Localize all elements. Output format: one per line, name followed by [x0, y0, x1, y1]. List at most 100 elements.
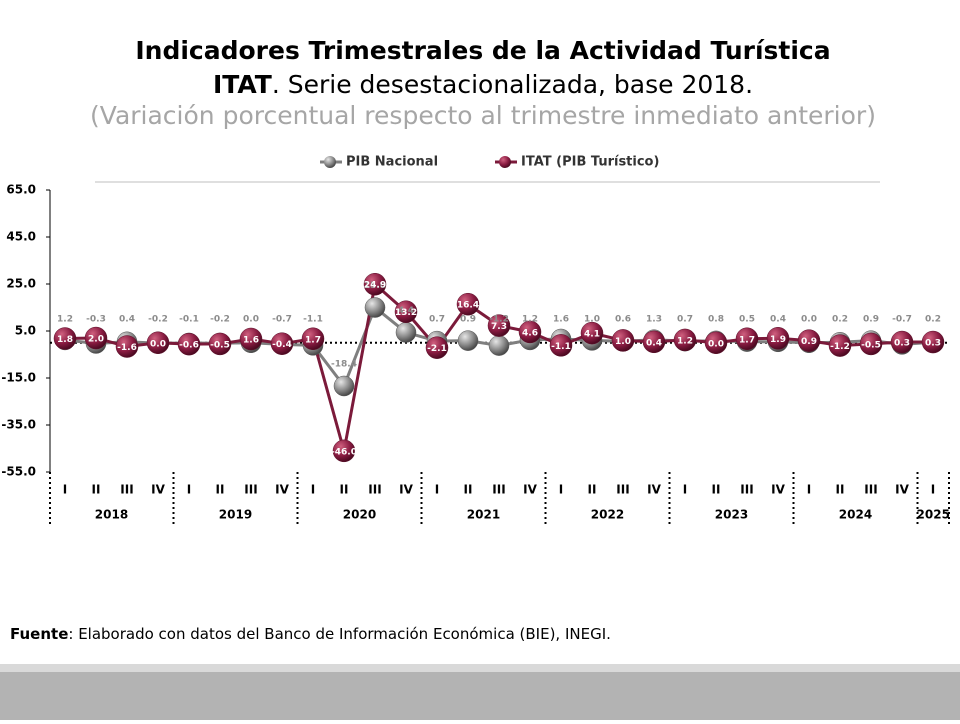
data-label: 0.0: [708, 339, 724, 349]
year-label: 2019: [219, 508, 252, 522]
legend-label: PIB Nacional: [346, 155, 438, 170]
y-tick-label: 45.0: [6, 230, 36, 244]
data-label: -0.4: [272, 340, 292, 350]
year-label: 2023: [715, 508, 748, 522]
data-label: -1.2: [830, 342, 850, 352]
data-label: -1.2: [489, 315, 509, 325]
point-marker: [53, 327, 77, 350]
chart-subtitle2: (Variación porcentual respecto al trimes…: [90, 101, 876, 130]
point-marker: [611, 329, 635, 352]
point-marker: [333, 375, 355, 397]
legend-marker: [499, 156, 511, 168]
data-label: 1.9: [770, 335, 786, 345]
data-label: 24.9: [364, 281, 386, 291]
data-label: -0.5: [210, 340, 230, 350]
source-text: : Elaborado con datos del Banco de Infor…: [68, 625, 611, 643]
x-tick-label: IV: [275, 483, 289, 497]
data-label: 0.9: [801, 337, 817, 347]
data-label: 4.6: [522, 328, 538, 338]
data-label: 0.8: [708, 315, 724, 325]
year-label: 2018: [95, 508, 128, 522]
year-label: 2025: [917, 508, 950, 522]
point-marker: [642, 330, 666, 354]
data-label: -1.1: [551, 342, 571, 352]
data-label: 1.2: [522, 315, 538, 325]
x-tick-label: IV: [647, 483, 661, 497]
data-label: 7.3: [491, 322, 507, 332]
x-tick-label: I: [683, 483, 687, 497]
data-label: 0.7: [677, 315, 693, 325]
point-marker: [487, 314, 511, 337]
year-label: 2020: [343, 508, 376, 522]
data-label: -0.1: [179, 315, 199, 325]
point-marker: [797, 329, 821, 352]
x-tick-label: II: [836, 483, 845, 497]
data-label: 1.2: [677, 336, 693, 346]
point-marker: [270, 332, 294, 355]
data-label: 15.0: [364, 281, 386, 291]
x-tick-label: II: [216, 483, 225, 497]
data-label: -2.1: [427, 344, 447, 354]
point-marker: [828, 334, 852, 357]
x-tick-label: II: [340, 483, 349, 497]
data-label: 0.3: [894, 339, 910, 349]
x-tick-label: I: [435, 483, 439, 497]
x-tick-label: I: [63, 483, 67, 497]
data-label: -46.0: [331, 447, 357, 457]
y-tick-label: 25.0: [6, 277, 36, 291]
point-marker: [146, 331, 170, 354]
point-marker: [332, 439, 356, 463]
data-label: 1.7: [739, 335, 755, 345]
point-marker: [115, 335, 139, 358]
data-label: 13.2: [395, 308, 417, 318]
x-tick-label: III: [616, 483, 629, 497]
data-label: 1.6: [243, 335, 259, 345]
data-label: 0.5: [739, 315, 755, 325]
x-tick-label: I: [187, 483, 191, 497]
point-marker: [363, 272, 387, 296]
data-label: -0.6: [179, 341, 199, 351]
year-label: 2022: [591, 508, 624, 522]
x-tick-label: IV: [523, 483, 537, 497]
subtitle-bold: ITAT: [213, 70, 272, 99]
x-tick-label: II: [464, 483, 473, 497]
data-label: -0.2: [210, 315, 230, 325]
data-label: -0.5: [861, 340, 881, 350]
y-tick-label: -35.0: [1, 418, 36, 432]
x-tick-label: III: [740, 483, 753, 497]
x-tick-label: IV: [771, 483, 785, 497]
x-tick-label: III: [492, 483, 505, 497]
data-label: 1.0: [615, 337, 631, 347]
source-label: Fuente: [10, 625, 68, 643]
data-label: -0.2: [148, 315, 168, 325]
data-label: -0.7: [272, 315, 292, 325]
point-marker: [395, 322, 417, 343]
point-marker: [301, 327, 325, 351]
data-label: 1.3: [646, 315, 662, 325]
point-marker: [239, 327, 263, 351]
point-marker: [488, 335, 510, 356]
data-label: 0.4: [119, 315, 135, 325]
x-tick-label: II: [92, 483, 101, 497]
year-label: 2021: [467, 508, 500, 522]
data-label: 0.2: [832, 315, 848, 325]
data-label: 16.4: [457, 301, 479, 311]
x-tick-label: III: [244, 483, 257, 497]
chart-title: Indicadores Trimestrales de la Actividad…: [135, 36, 830, 65]
source: Fuente: Elaborado con datos del Banco de…: [10, 625, 611, 643]
chart-subtitle: ITAT. Serie desestacionalizada, base 201…: [213, 70, 753, 99]
subtitle-rest: . Serie desestacionalizada, base 2018.: [272, 70, 753, 99]
legend-label: ITAT (PIB Turístico): [521, 155, 659, 170]
data-label: 2.0: [88, 335, 104, 345]
point-marker: [921, 330, 945, 354]
point-marker: [394, 300, 418, 323]
data-label: 0.0: [243, 315, 259, 325]
data-label: 0.0: [150, 339, 166, 349]
y-tick-label: 65.0: [6, 183, 36, 197]
data-label: 0.0: [801, 315, 817, 325]
point-marker: [580, 321, 604, 345]
point-marker: [456, 292, 480, 316]
data-label: 4.1: [584, 330, 600, 340]
data-label: -18.4: [331, 359, 357, 369]
point-marker: [549, 334, 573, 357]
